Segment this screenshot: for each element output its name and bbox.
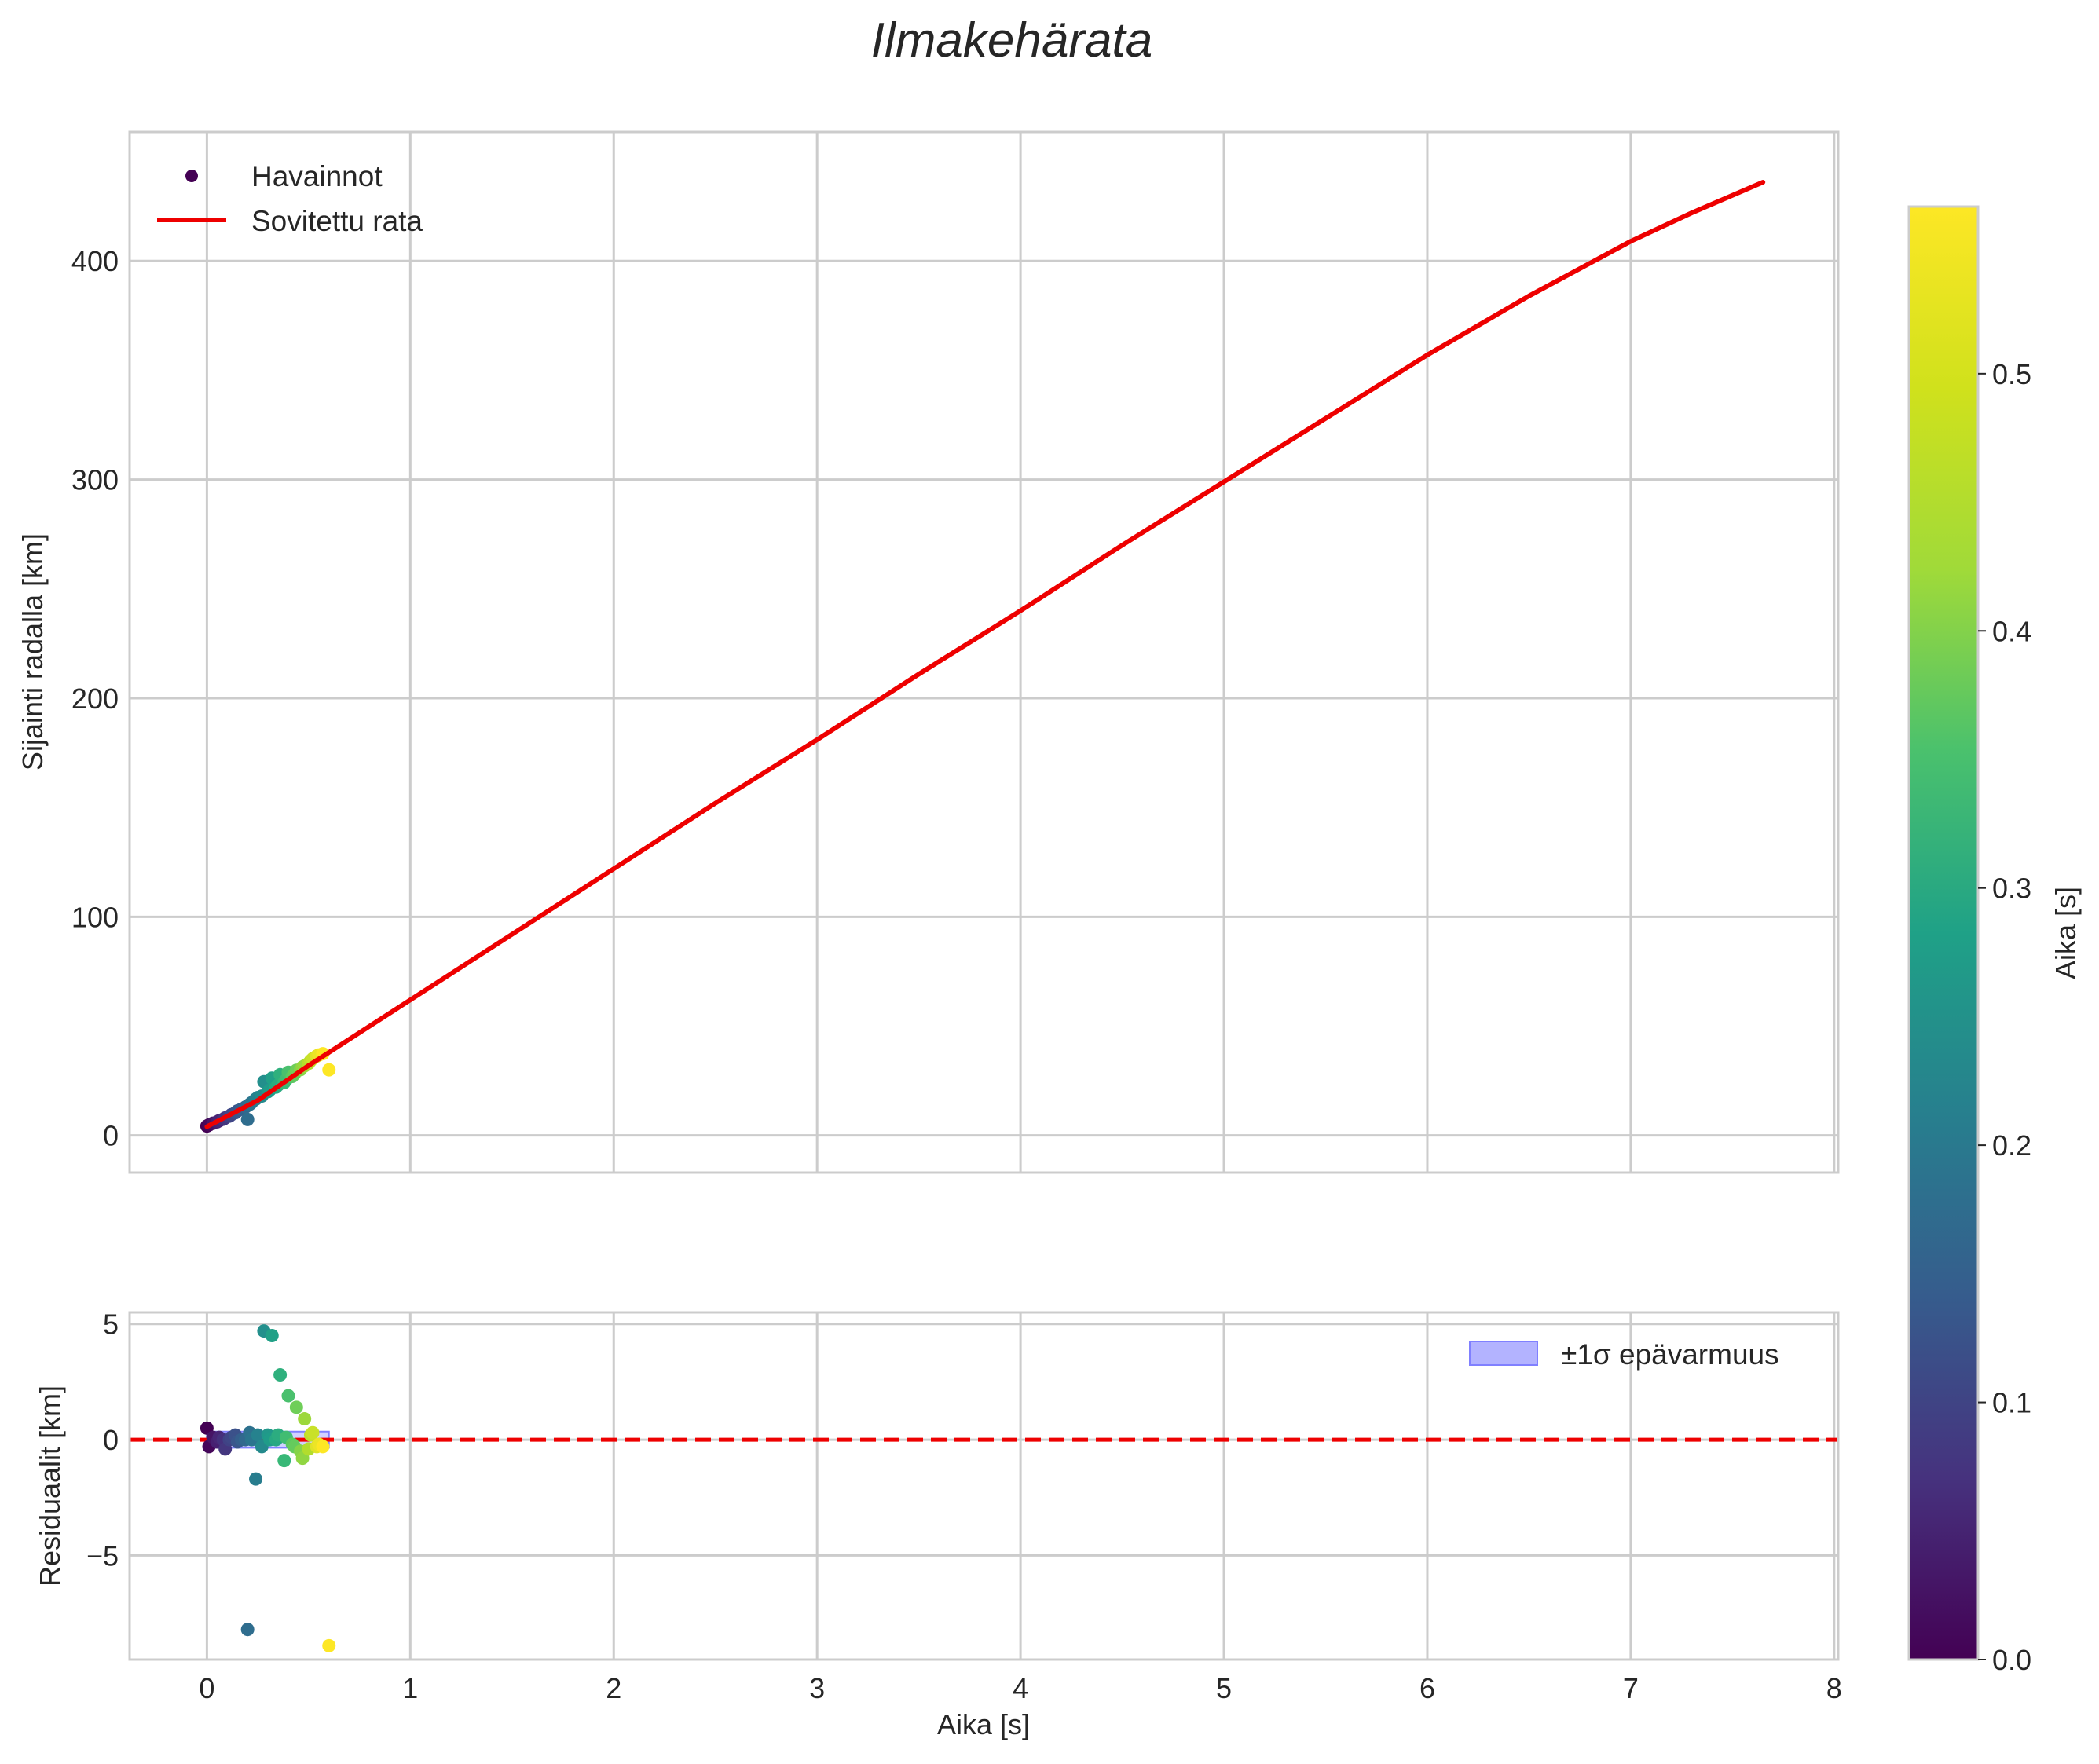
residual-y-tick-labels: 5 0 −5 [86,1308,119,1572]
colorbar-tick-label: 0.1 [1992,1387,2031,1419]
colorbar-tick-labels: 0.0 0.1 0.2 0.3 0.4 0.5 [1978,358,2031,1676]
main-y-tick-label: 300 [71,464,119,496]
main-plot-panel: 0 100 200 300 400 Sijainti radalla [km] Hava… [16,130,1840,1174]
legend-marker-uncertainty-band [1469,1341,1538,1366]
observation-point [240,1112,255,1126]
x-tick-label: 3 [809,1672,825,1704]
residual-point [298,1412,312,1426]
main-y-axis-label: Sijainti radalla [km] [16,533,49,770]
residual-plot-frame [128,1311,1840,1661]
residual-point [277,1454,291,1468]
colorbar: 0.0 0.1 0.2 0.3 0.4 0.5 Aika [s] [1907,205,2082,1676]
main-grid [130,132,1838,1173]
legend-label-havainnot: Havainnot [251,160,383,192]
residual-legend: ±1σ epävarmuus [1469,1338,1779,1371]
colorbar-tick-label: 0.3 [1992,873,2031,905]
main-plot-frame [128,130,1840,1174]
residual-y-tick-label: 5 [103,1308,119,1341]
x-tick-label: 4 [1013,1672,1028,1704]
colorbar-tick-label: 0.0 [1992,1644,2031,1676]
main-y-tick-label: 400 [71,245,119,277]
x-tick-label: 8 [1826,1672,1842,1704]
x-tick-label: 5 [1216,1672,1232,1704]
x-tick-label: 1 [402,1672,418,1704]
colorbar-gradient [1907,205,1980,1661]
residual-point [273,1368,288,1382]
x-axis-label: Aika [s] [937,1708,1030,1740]
x-tick-label: 7 [1623,1672,1639,1704]
colorbar-tick-label: 0.4 [1992,615,2031,647]
main-y-tick-label: 100 [71,901,119,933]
residual-point [289,1400,303,1414]
x-tick-label: 0 [199,1672,214,1704]
legend-label-uncertainty-band: ±1σ epävarmuus [1561,1338,1779,1371]
legend-label-fit-line: Sovitettu rata [251,205,423,237]
legend-marker-havainnot [185,170,198,182]
chart-title: Ilmakehärata [871,13,1152,68]
residual-point [306,1425,320,1440]
residual-point [249,1472,263,1486]
main-y-tick-labels: 0 100 200 300 400 [71,245,119,1151]
residual-x-tick-labels: 0 1 2 3 4 5 6 7 8 [199,1672,1841,1704]
residual-grid [130,1312,1838,1660]
residual-point [322,1638,336,1652]
main-y-tick-label: 0 [103,1120,119,1152]
residual-points [200,1324,336,1652]
colorbar-tick-label: 0.2 [1992,1129,2031,1162]
residual-plot-panel: 5 0 −5 0 1 2 3 4 5 6 7 8 Residuaalit [km] Aika [s]… [34,1308,1842,1740]
x-tick-label: 6 [1419,1672,1435,1704]
residual-point [240,1623,255,1637]
colorbar-label: Aika [s] [2050,887,2082,979]
x-tick-label: 2 [606,1672,621,1704]
main-legend: Havainnot Sovitettu rata [157,160,423,237]
fitted-trajectory-line [204,180,1766,1129]
residual-point [251,1428,265,1442]
residual-y-tick-label: −5 [86,1539,119,1572]
colorbar-tick-label: 0.5 [1992,358,2031,390]
residual-y-tick-label: 0 [103,1424,119,1456]
observation-point [322,1063,336,1077]
main-y-tick-label: 200 [71,683,119,715]
residual-y-axis-label: Residuaalit [km] [34,1385,66,1587]
residual-point [265,1328,279,1342]
residual-point [281,1389,295,1403]
residual-point [316,1440,330,1454]
